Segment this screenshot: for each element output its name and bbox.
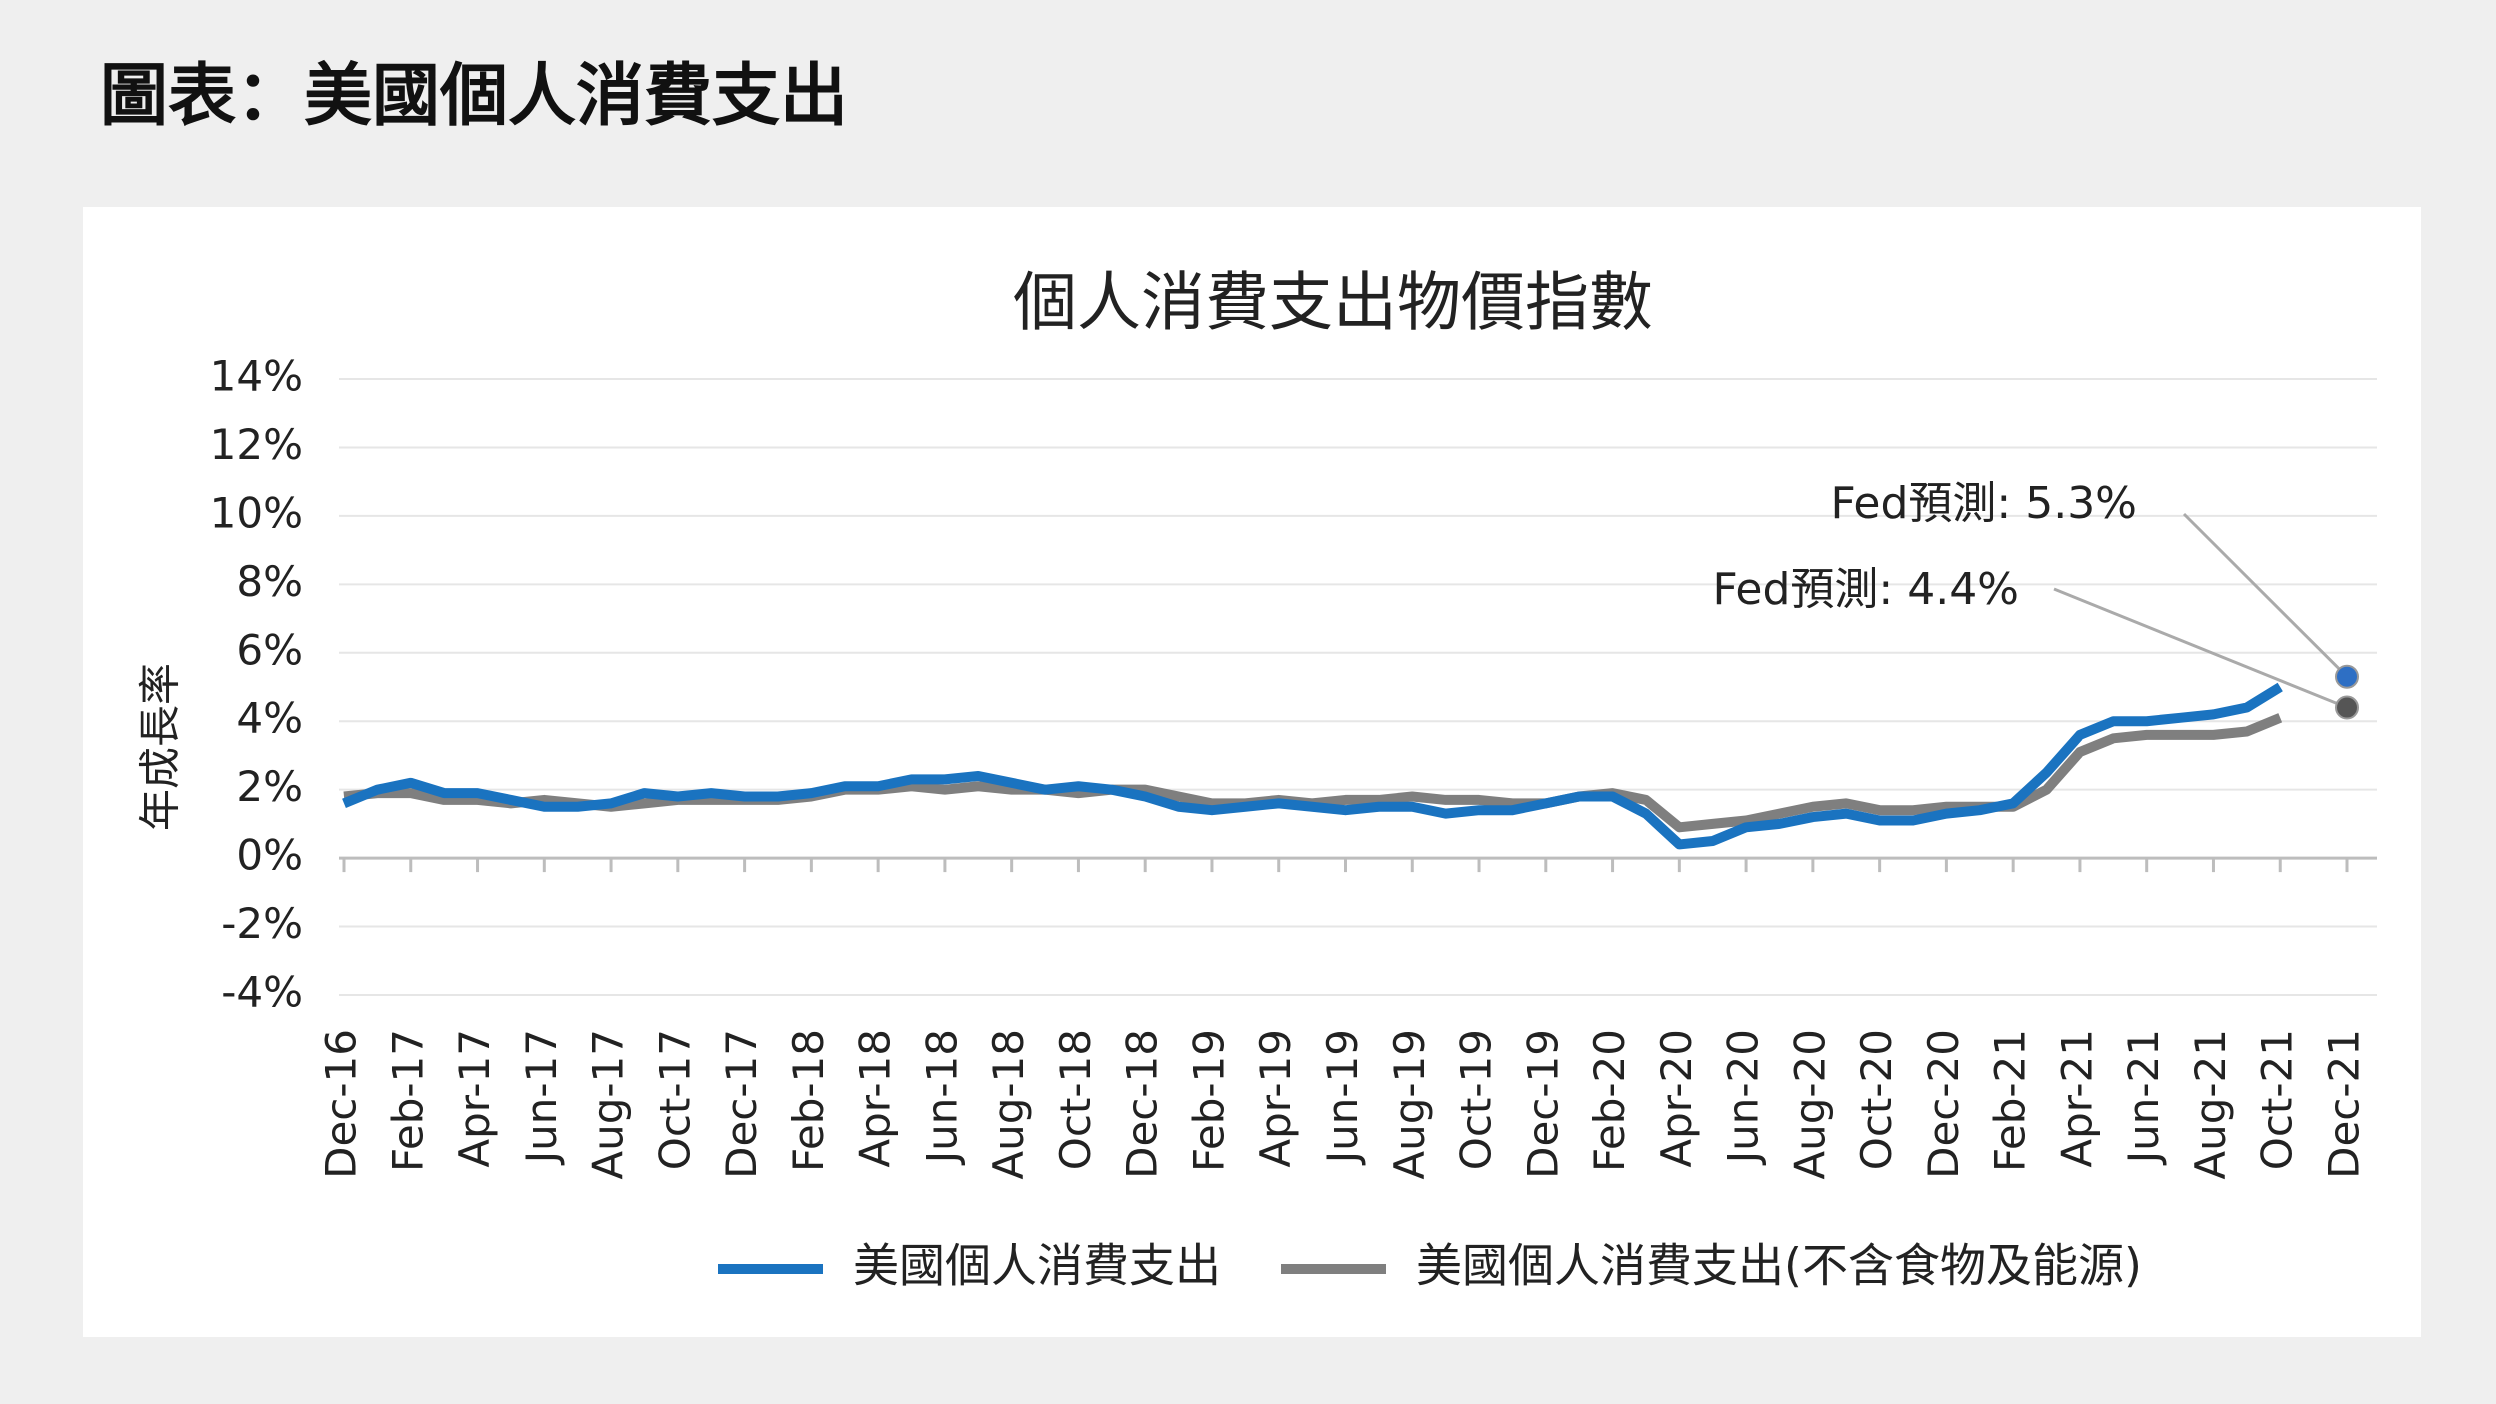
chart-panel: 個人消費支出物價指數 年成長率 -4% -2% 0% 2% 4% 6% 8% 10% 12% 14… xyxy=(83,207,2421,1337)
y-axis-label: 年成長率 xyxy=(136,663,185,831)
x-tick-label: Apr-21 xyxy=(2052,1029,2101,1168)
chart: 個人消費支出物價指數 年成長率 -4% -2% 0% 2% 4% 6% 8% 10% 12% 14… xyxy=(136,267,2377,1293)
x-tick-label: Dec-16 xyxy=(317,1029,366,1179)
x-tick-label: Dec-18 xyxy=(1118,1029,1167,1179)
x-tick-label: Jun-20 xyxy=(1719,1029,1768,1166)
x-tick-label: Oct-21 xyxy=(2253,1029,2302,1170)
x-tick-label: Feb-17 xyxy=(383,1029,432,1172)
y-tick-label: 12% xyxy=(210,420,303,469)
forecast-point xyxy=(2335,664,2359,689)
x-tick-label: Dec-19 xyxy=(1518,1029,1567,1179)
x-tick-label: Oct-20 xyxy=(1852,1029,1901,1170)
x-tick-label: Dec-20 xyxy=(1919,1029,1968,1179)
x-tick-label: Aug-18 xyxy=(984,1029,1033,1180)
x-tick-label: Jun-17 xyxy=(517,1029,566,1166)
x-tick-label: Feb-21 xyxy=(1986,1029,2035,1172)
y-tick-label: 4% xyxy=(236,694,303,743)
y-tick-label: 10% xyxy=(210,488,303,537)
annotation-label: Fed預測: 5.3% xyxy=(1831,478,2138,529)
annotation-leader xyxy=(2053,587,2348,709)
x-tick-label: Aug-20 xyxy=(1785,1029,1834,1180)
y-tick-label: 8% xyxy=(236,557,303,606)
legend-label: 美國個人消費支出 xyxy=(853,1239,1221,1293)
x-tick-label: Apr-17 xyxy=(450,1029,499,1168)
x-tick-label: Dec-17 xyxy=(717,1029,766,1179)
y-tick-label: -4% xyxy=(221,968,303,1017)
x-tick-label: Feb-18 xyxy=(784,1029,833,1172)
x-tick-label: Dec-21 xyxy=(2320,1029,2369,1179)
y-tick-label: 0% xyxy=(236,831,303,880)
y-tick-label: 6% xyxy=(236,625,303,674)
x-tick-label: Jun-18 xyxy=(917,1029,966,1166)
annotation-leader xyxy=(2182,512,2349,678)
x-tick-label: Aug-17 xyxy=(584,1029,633,1180)
series-line xyxy=(342,682,2283,850)
y-tick-label: 2% xyxy=(236,762,303,811)
y-tick-label: 14% xyxy=(210,352,303,401)
x-tick-label: Apr-18 xyxy=(851,1029,900,1168)
forecast-point xyxy=(2335,695,2359,720)
x-tick-label: Oct-19 xyxy=(1452,1029,1501,1170)
y-tick-label: -2% xyxy=(221,899,303,948)
annotation-label: Fed預測: 4.4% xyxy=(1713,564,2020,615)
x-tick-label: Oct-17 xyxy=(650,1029,699,1170)
x-tick-label: Oct-18 xyxy=(1051,1029,1100,1170)
x-tick-label: Jun-21 xyxy=(2119,1029,2168,1166)
x-tick-label: Feb-19 xyxy=(1184,1029,1233,1172)
x-tick-label: Aug-19 xyxy=(1385,1029,1434,1180)
x-tick-label: Feb-20 xyxy=(1585,1029,1634,1172)
x-tick-label: Apr-19 xyxy=(1251,1029,1300,1168)
x-tick-label: Jun-19 xyxy=(1318,1029,1367,1166)
x-tick-label: Aug-21 xyxy=(2186,1029,2235,1180)
x-tick-label: Apr-20 xyxy=(1652,1029,1701,1168)
page-title: 圖表：美國個人消費支出 xyxy=(100,57,849,136)
legend-label: 美國個人消費支出(不含食物及能源) xyxy=(1416,1239,2142,1293)
chart-title: 個人消費支出物價指數 xyxy=(1013,267,1653,341)
